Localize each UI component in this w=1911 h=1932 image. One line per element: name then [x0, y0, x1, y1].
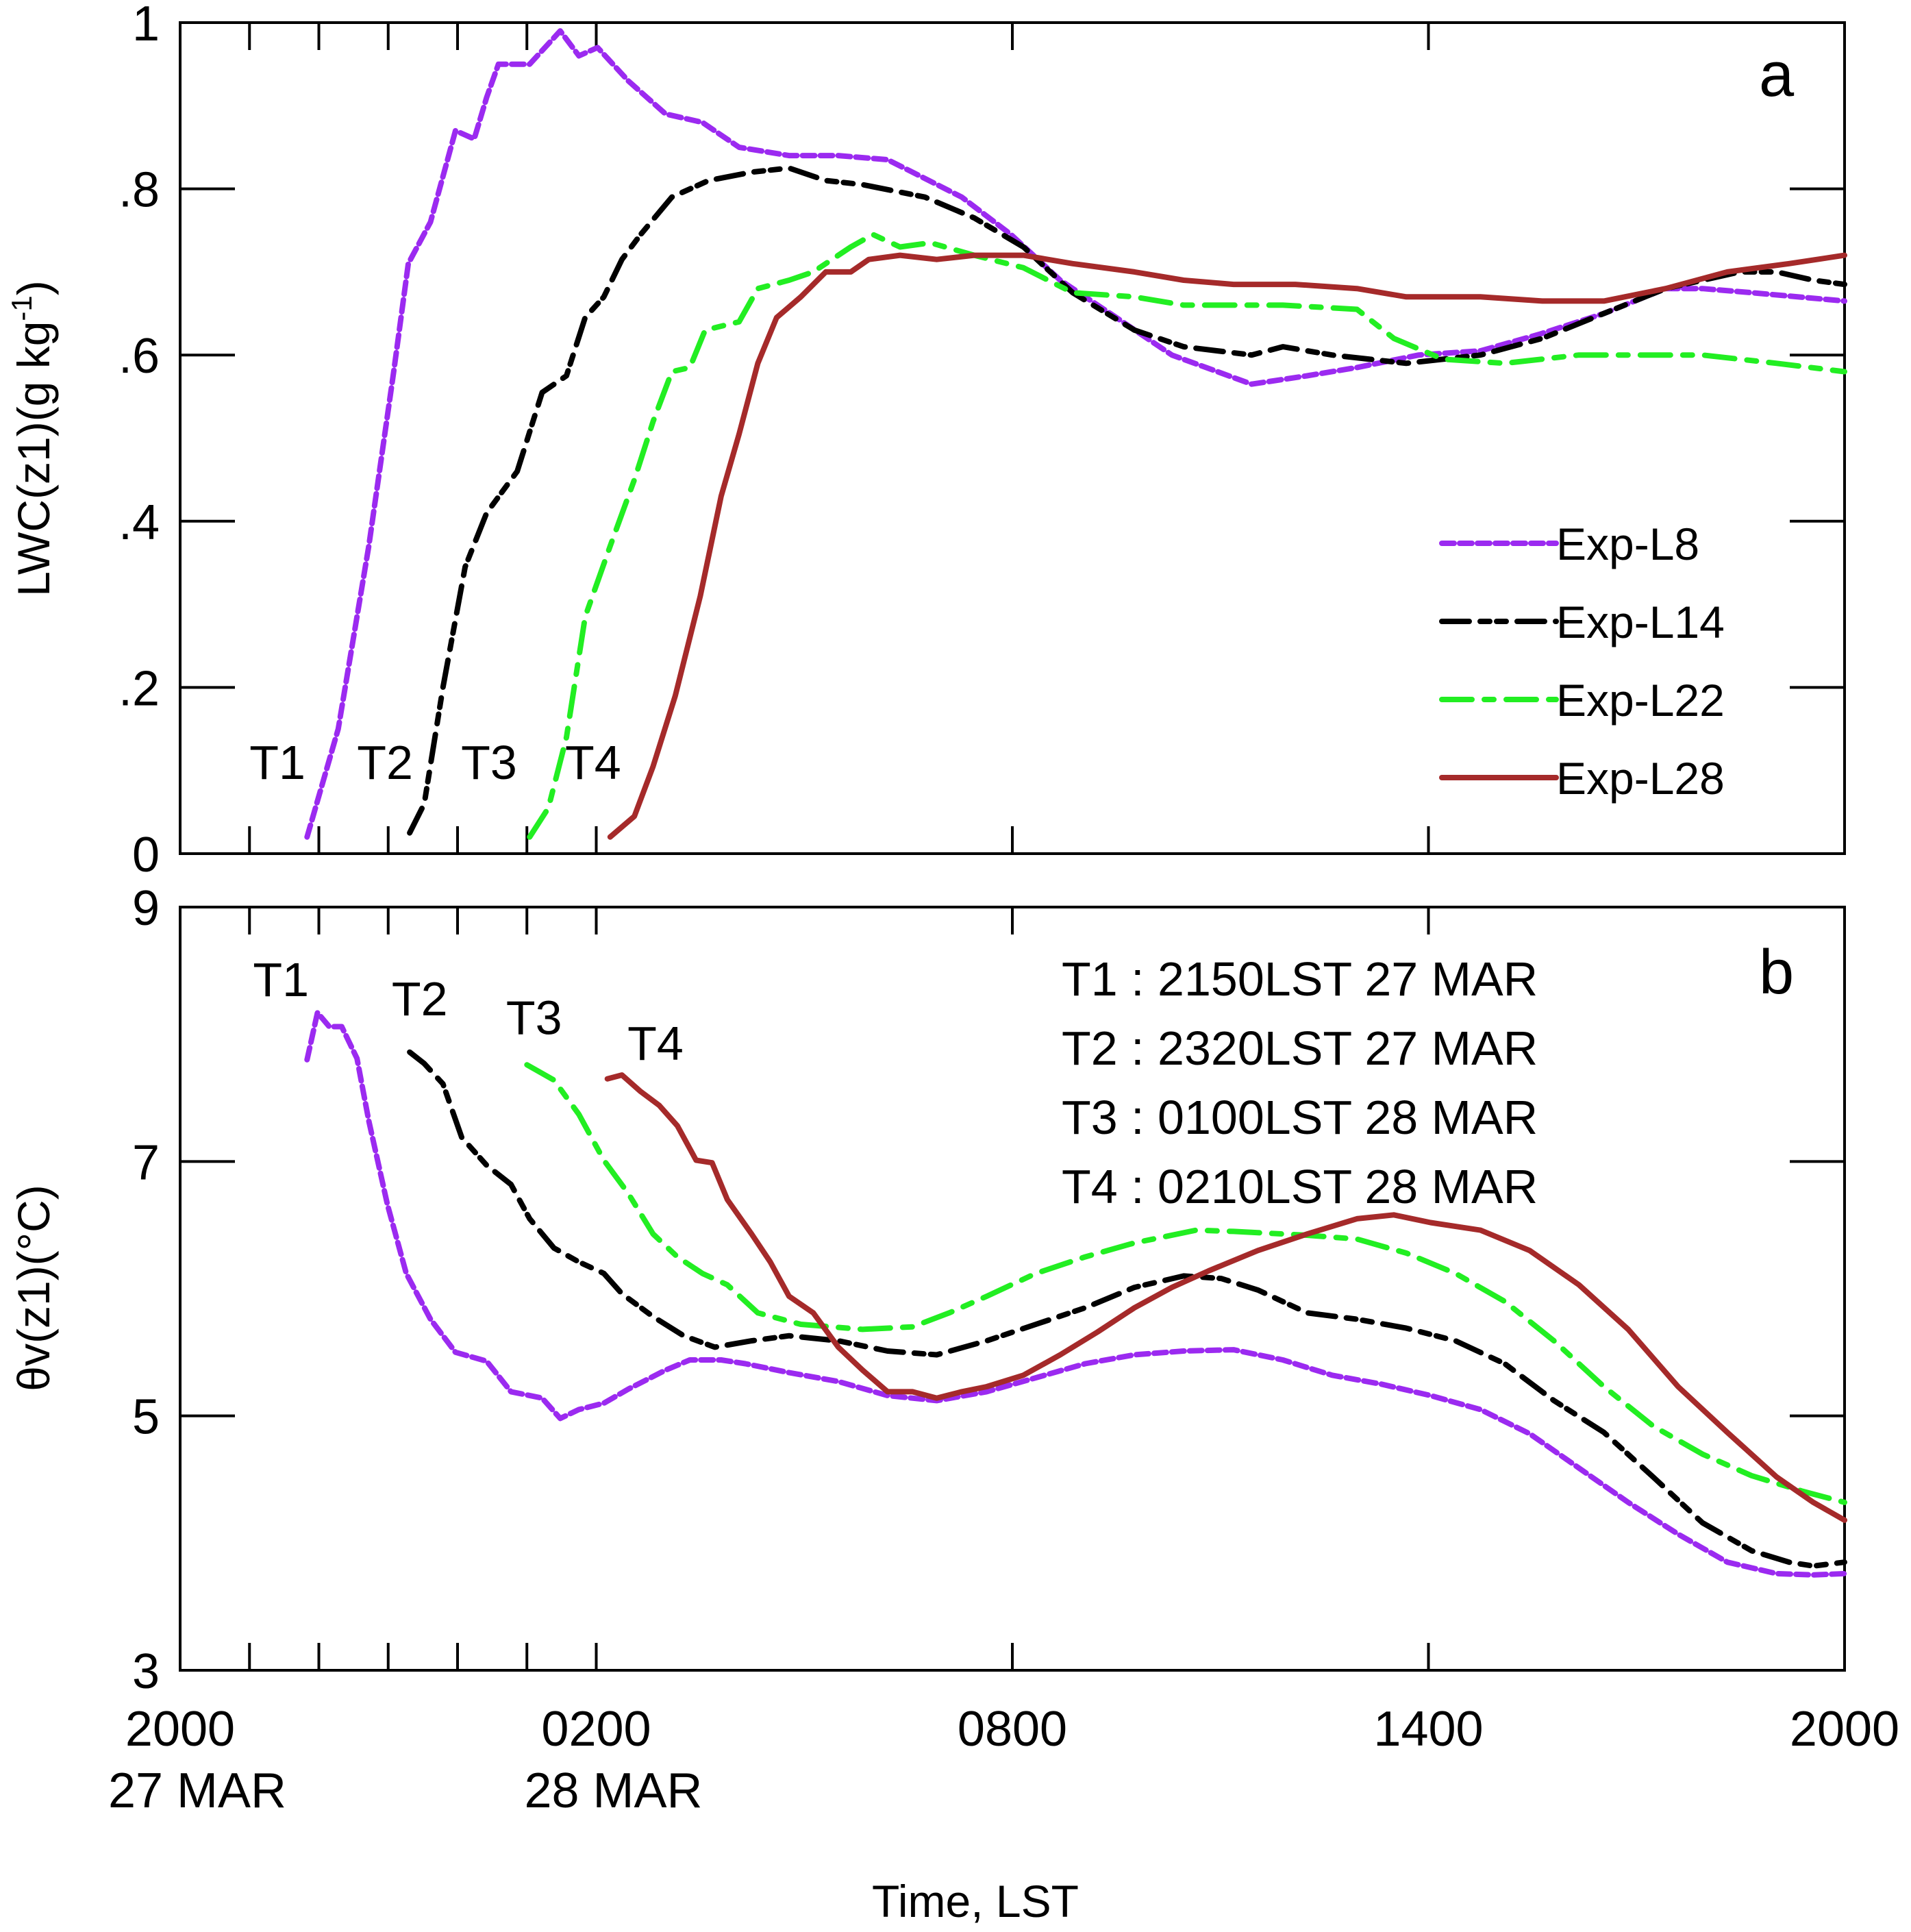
x-date-label: 28 MAR [524, 1763, 702, 1818]
x-axis-labels: 2000 0200 0800 1400 2000 27 MAR 28 MAR [108, 1702, 1899, 1818]
series-line-exp-l28 [604, 1072, 1847, 1523]
panel-b-ylabel: θv(z1)(°C) [8, 1185, 59, 1391]
annotation-t2: T2 [357, 736, 413, 789]
time-note-t1: T1 : 2150LST 27 MAR [1062, 952, 1538, 1006]
annotation-t4: T4 [565, 736, 621, 789]
legend-label: Exp-L28 [1556, 753, 1725, 804]
series-line-exp-l14 [407, 165, 1847, 836]
y-tick-label: 7 [132, 1135, 160, 1190]
panel-a-annotations: T1 T2 T3 T4 [249, 736, 621, 789]
x-tick-label: 2000 [1790, 1702, 1899, 1757]
panel-a-ylabel-close: ) [8, 280, 59, 295]
panel-b-annotations: T1 T2 T3 T4 [253, 953, 683, 1070]
legend-label: Exp-L14 [1556, 597, 1725, 647]
legend-label: Exp-L22 [1556, 675, 1725, 726]
panel-a-ylabel-sup: -1 [5, 295, 38, 321]
legend: Exp-L8 Exp-L14 Exp-L22 Exp-L28 [1439, 519, 1725, 804]
y-tick-label: 1 [132, 0, 160, 51]
y-tick-label: 5 [132, 1390, 160, 1445]
y-tick-label: .6 [118, 329, 160, 384]
annotation-t4: T4 [627, 1017, 684, 1070]
panel-b: 3 5 7 9 T1 T2 T3 T4 b θv(z1)(°C) T1 : 2150LST … [8, 881, 1847, 1699]
series-line-exp-l8 [304, 1010, 1847, 1578]
y-tick-label: .4 [118, 495, 160, 550]
time-note-t4: T4 : 0210LST 28 MAR [1062, 1160, 1538, 1213]
panel-a-series [304, 28, 1847, 840]
panel-a-frame [179, 21, 1846, 855]
panel-a: 0 .2 .4 .6 .8 1 T1 T2 T3 T4 a LWC(z1)(g kg-1) Ex… [5, 0, 1847, 882]
panel-b-ytick-labels: 3 5 7 9 [132, 881, 160, 1699]
x-tick-label: 2000 [125, 1702, 235, 1757]
panel-b-ticks [180, 907, 1845, 1670]
x-axis-title: Time, LST [872, 1876, 1079, 1927]
panel-a-ylabel-main: LWC(z1)(g kg [8, 321, 59, 597]
x-tick-label: 1400 [1373, 1702, 1483, 1757]
y-tick-label: 0 [132, 828, 160, 882]
legend-label: Exp-L8 [1556, 519, 1699, 569]
series-line-exp-l28 [607, 252, 1847, 840]
time-notes: T1 : 2150LST 27 MAR T2 : 2320LST 27 MAR … [1062, 952, 1538, 1213]
x-tick-label: 0800 [958, 1702, 1067, 1757]
time-note-t2: T2 : 2320LST 27 MAR [1062, 1021, 1538, 1075]
x-tick-label: 0200 [541, 1702, 651, 1757]
panel-a-ytick-labels: 0 .2 .4 .6 .8 1 [118, 0, 160, 882]
annotation-t2: T2 [392, 972, 448, 1026]
series-line-exp-l22 [524, 1062, 1847, 1505]
panel-a-ylabel: LWC(z1)(g kg-1) [5, 280, 59, 597]
y-tick-label: 9 [132, 881, 160, 936]
series-line-exp-l14 [407, 1049, 1847, 1569]
x-date-label: 27 MAR [108, 1763, 286, 1818]
y-tick-label: 3 [132, 1644, 160, 1699]
time-note-t3: T3 : 0100LST 28 MAR [1062, 1091, 1538, 1144]
y-tick-label: .2 [118, 661, 160, 716]
series-line-exp-l22 [527, 232, 1847, 840]
annotation-t3: T3 [506, 991, 562, 1045]
panel-b-series [304, 1010, 1847, 1578]
panel-a-letter: a [1759, 40, 1795, 110]
panel-a-ticks [180, 23, 1845, 854]
annotation-t1: T1 [249, 736, 305, 789]
panel-b-letter: b [1759, 937, 1794, 1007]
annotation-t3: T3 [461, 736, 517, 789]
series-line-exp-l8 [304, 28, 1847, 840]
y-tick-label: .8 [118, 163, 160, 218]
annotation-t1: T1 [253, 953, 309, 1006]
